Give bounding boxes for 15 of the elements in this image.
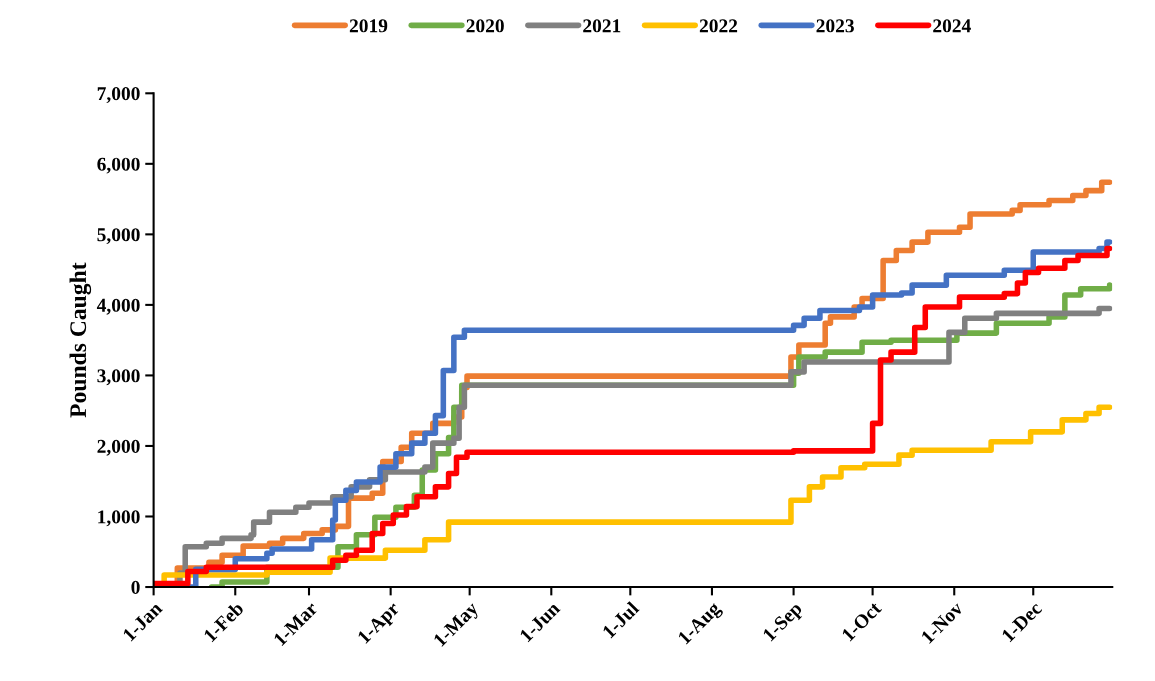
- y-tick-label: 4,000: [96, 298, 140, 315]
- y-tick-label: 7,000: [97, 87, 140, 104]
- y-tick-label: 1,000: [98, 510, 140, 527]
- y-tick-label: 3,000: [97, 369, 140, 386]
- legend-label: 2020: [466, 19, 504, 33]
- legend-label: 2024: [933, 19, 971, 33]
- legend-label: 2019: [349, 19, 388, 33]
- legend-label: 2021: [583, 19, 621, 33]
- y-axis-title: Pounds Caught: [69, 262, 92, 418]
- y-tick-label: 0: [131, 580, 140, 594]
- y-tick-label: 2,000: [97, 439, 140, 456]
- y-tick-label: 5,000: [97, 228, 140, 245]
- legend-label: 2023: [816, 19, 854, 33]
- legend-label: 2022: [699, 19, 738, 33]
- y-tick-label: 6,000: [97, 157, 140, 174]
